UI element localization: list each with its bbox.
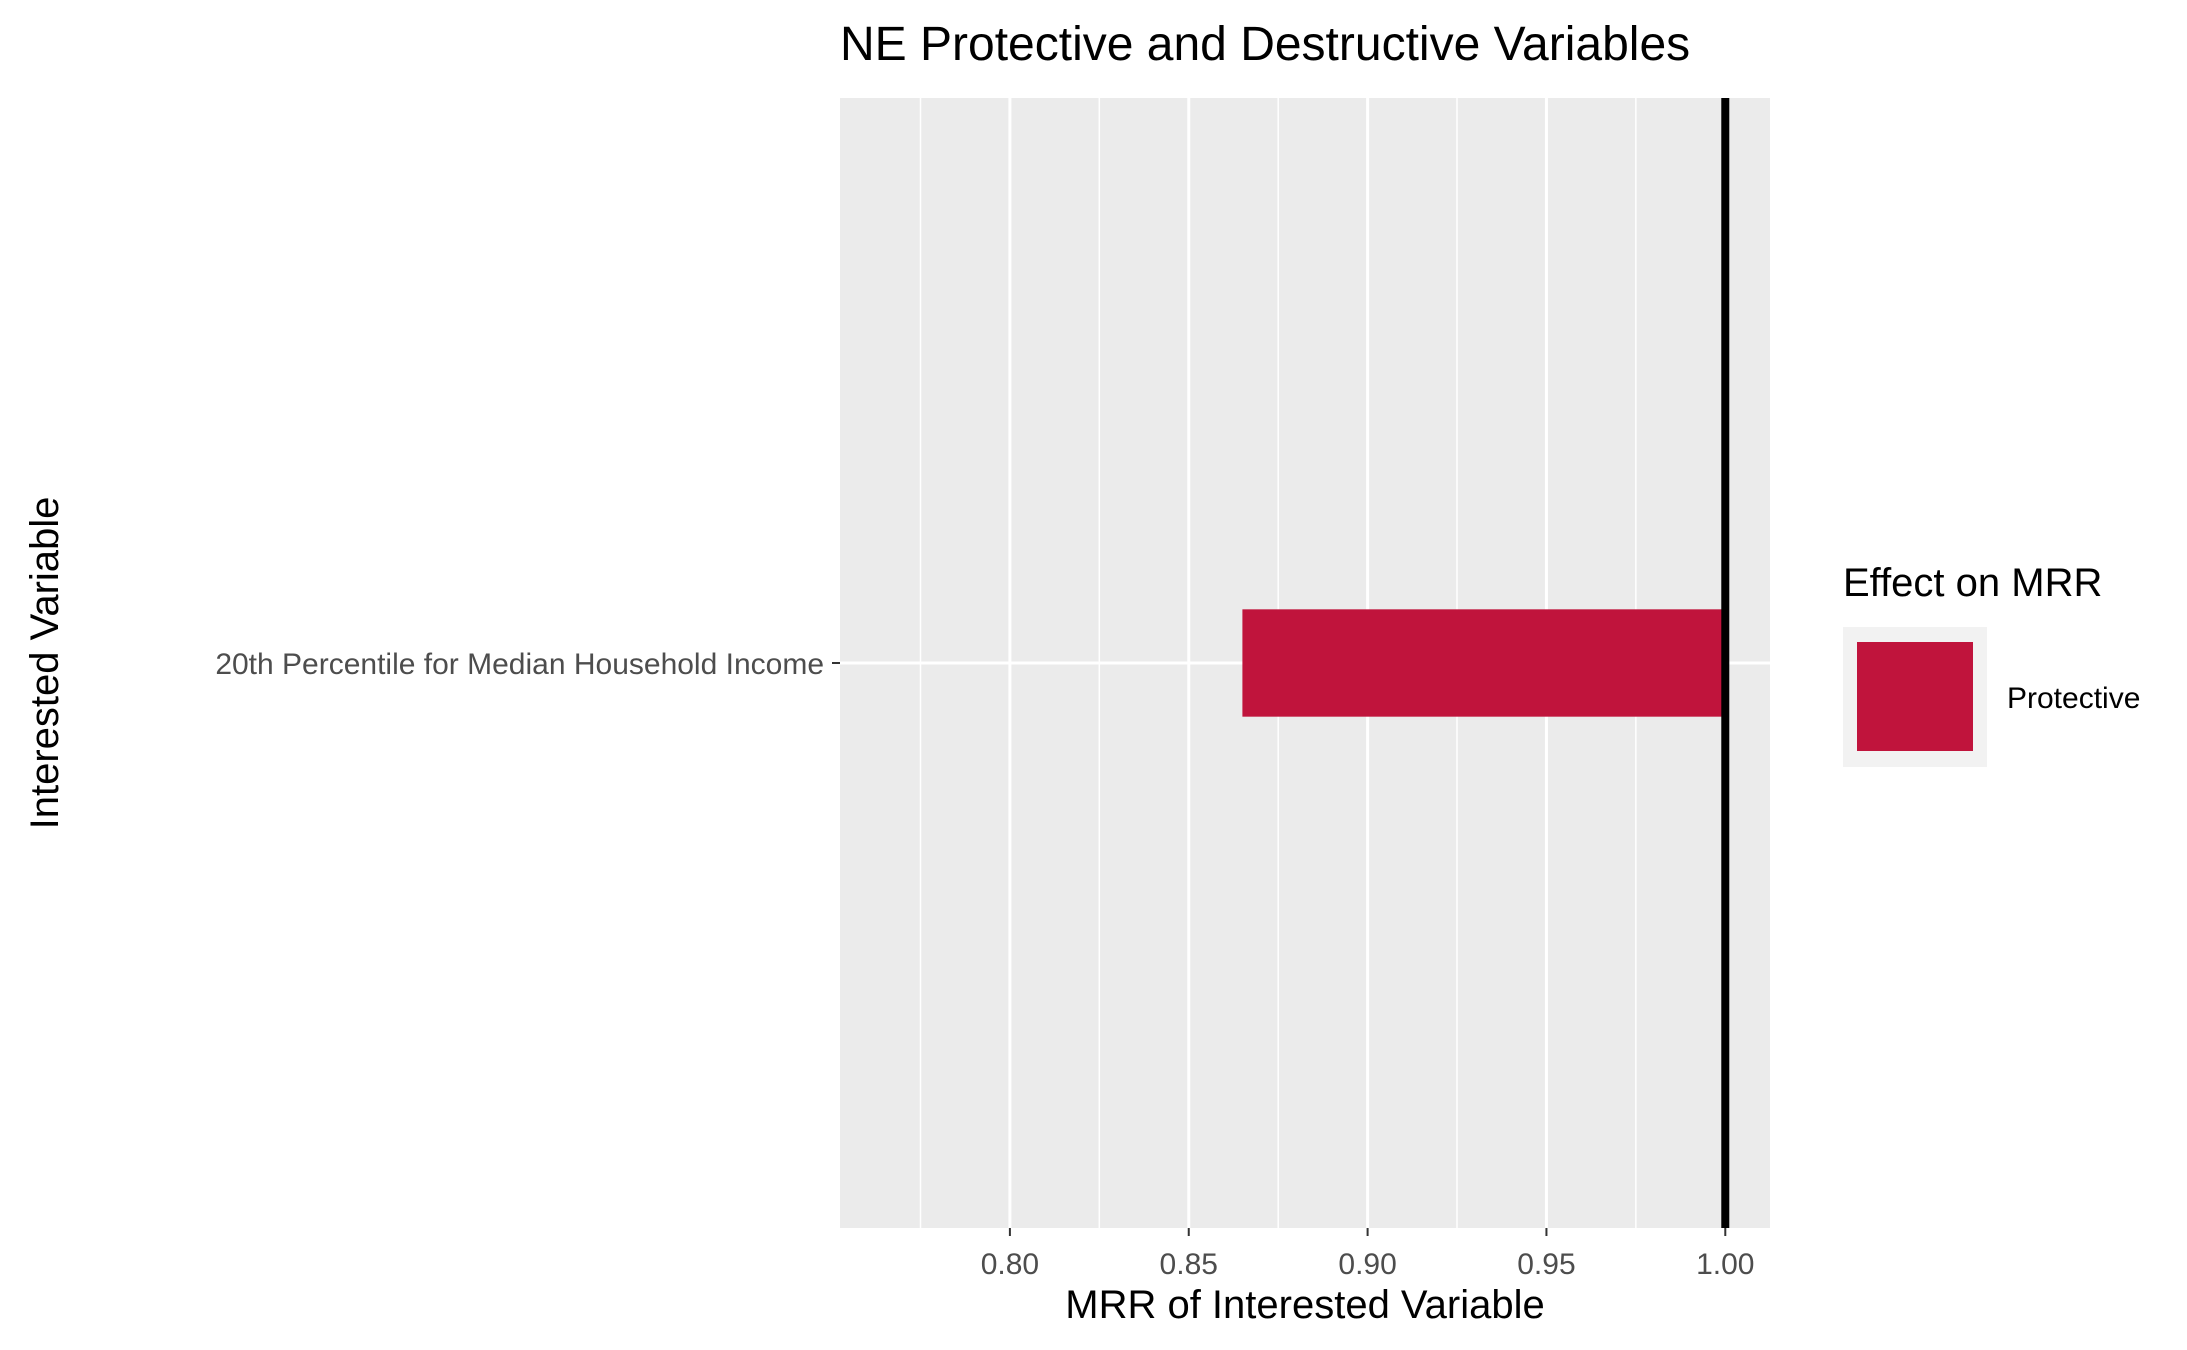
bars [1242,609,1726,717]
legend: Effect on MRR Protective [1843,561,2140,767]
chart-title: NE Protective and Destructive Variables [840,18,1690,71]
x-tick-label-4: 1.00 [1696,1248,1754,1281]
legend-title: Effect on MRR [1843,561,2102,605]
y-axis-ticks: 20th Percentile for Median Household Inc… [215,648,840,681]
bar-0-0 [1242,609,1726,717]
x-tick-label-2: 0.90 [1338,1248,1396,1281]
legend-key-0 [1857,642,1973,751]
y-tick-label-0: 20th Percentile for Median Household Inc… [215,648,824,681]
x-tick-label-1: 0.85 [1160,1248,1218,1281]
legend-label-0: Protective [2007,682,2140,715]
x-axis-ticks: 0.80 0.85 0.90 0.95 1.00 [981,1228,1754,1281]
x-axis-title: MRR of Interested Variable [1065,1283,1544,1327]
y-axis-title: Interested Variable [23,497,67,830]
legend-entries: Protective [1843,627,2140,767]
x-tick-label-0: 0.80 [981,1248,1039,1281]
x-tick-label-3: 0.95 [1517,1248,1575,1281]
